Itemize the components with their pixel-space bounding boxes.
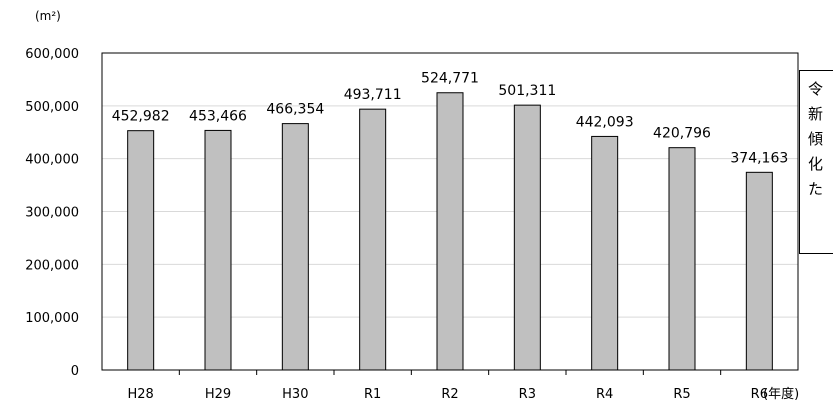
- y-tick-label: 200,000: [25, 258, 79, 273]
- bar: [745, 171, 773, 371]
- data-label: 442,093: [576, 114, 634, 130]
- y-axis-unit-label: (m²): [35, 9, 61, 23]
- note-char: 傾: [808, 130, 824, 148]
- x-tick-label: R3: [519, 387, 536, 402]
- data-label: 524,771: [421, 71, 479, 87]
- y-tick-label: 400,000: [25, 153, 79, 168]
- bar: [281, 123, 309, 371]
- note-char: た: [808, 180, 824, 198]
- data-label: 374,163: [730, 150, 788, 166]
- bar: [127, 130, 155, 371]
- bar: [513, 104, 541, 371]
- note-char: 令: [808, 80, 824, 98]
- bar: [359, 108, 387, 371]
- data-label: 466,354: [266, 102, 324, 118]
- y-tick-label: 100,000: [25, 311, 79, 326]
- x-tick-label: R1: [364, 387, 381, 402]
- x-tick-label: H29: [205, 387, 231, 402]
- x-tick-label: H30: [282, 387, 308, 402]
- x-tick-label: R2: [441, 387, 458, 402]
- y-tick-label: 500,000: [25, 100, 79, 115]
- x-tick-label: R5: [673, 387, 690, 402]
- x-tick-label: R6: [751, 387, 768, 402]
- bar: [591, 135, 619, 371]
- plot-area-border: [101, 52, 799, 371]
- y-tick-label: 600,000: [25, 47, 79, 62]
- x-tick-label: H28: [128, 387, 154, 402]
- x-axis-tick-labels: H28 H29 H30 R1 R2 R3 R4 R5 R6: [128, 387, 768, 402]
- bar: [204, 129, 232, 371]
- x-axis-unit-label: (年度): [763, 386, 799, 402]
- y-tick-label: 0: [71, 364, 79, 379]
- bars: [127, 92, 773, 371]
- data-label: 501,311: [498, 83, 556, 99]
- bar: [668, 147, 696, 371]
- data-label: 493,711: [344, 87, 402, 103]
- note-char: 新: [808, 105, 824, 123]
- note-char: 化: [808, 155, 824, 173]
- data-label: 420,796: [653, 126, 711, 142]
- data-label: 452,982: [112, 109, 170, 125]
- note-box: 令新傾化た: [799, 70, 833, 254]
- y-axis-tick-labels: 0 100,000 200,000 300,000 400,000 500,000 600,…: [25, 47, 79, 379]
- x-tick-label: R4: [596, 387, 613, 402]
- data-label: 453,466: [189, 108, 247, 124]
- data-labels: 452,982 453,466 466,354 493,711 524,771 501,3…: [112, 71, 789, 167]
- bar: [436, 92, 464, 371]
- y-tick-label: 300,000: [25, 206, 79, 221]
- x-axis-ticks: [178, 370, 722, 375]
